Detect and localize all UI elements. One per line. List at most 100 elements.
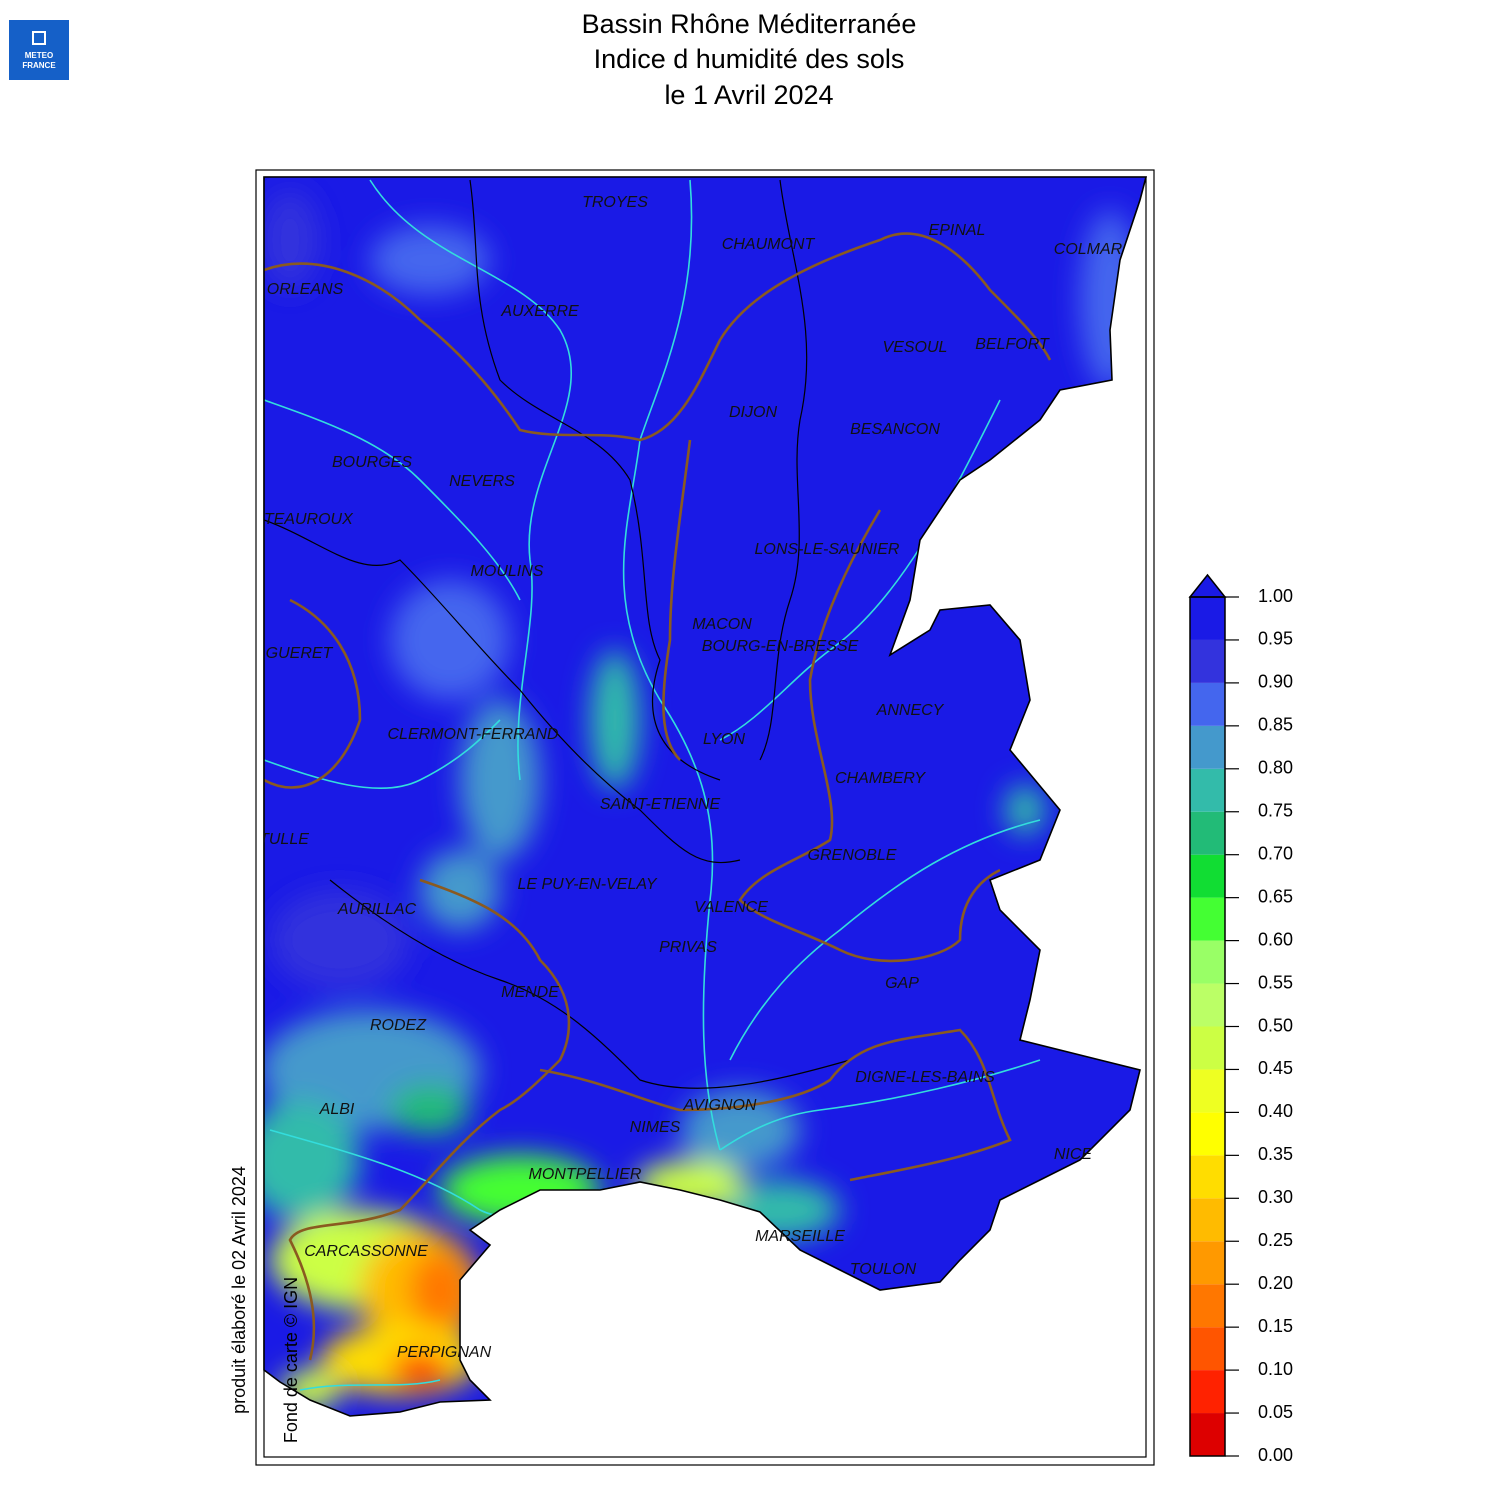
city-label: MOULINS [471, 563, 544, 580]
city-label: PERPIGNAN [397, 1344, 492, 1361]
city-label: RODEZ [370, 1017, 427, 1034]
field-patch [1005, 785, 1045, 835]
basin-borders [264, 232, 1052, 1361]
colorbar-band [1190, 768, 1225, 812]
department-border [759, 179, 808, 761]
city-label: MACON [692, 616, 752, 633]
city-label: NIMES [630, 1119, 681, 1136]
production-note: produit élaboré le 02 Avril 2024 [229, 1166, 249, 1414]
city-label: GUERET [266, 645, 334, 662]
colorbar-tick-label: 0.60 [1258, 929, 1293, 949]
colorbar-tick-label: 0.30 [1258, 1187, 1293, 1207]
city-label: MARSEILLE [755, 1228, 845, 1245]
colorbar-band [1190, 1069, 1225, 1113]
colorbar-band [1190, 682, 1225, 726]
colorbar-band [1190, 811, 1225, 855]
colorbar-tick-label: 0.80 [1258, 758, 1293, 778]
city-label: GAP [885, 975, 919, 992]
city-label: SAINT-ETIENNE [600, 796, 721, 813]
colorbar-band [1190, 854, 1225, 898]
colorbar-tick-label: 0.15 [1258, 1316, 1293, 1336]
city-label: CARCASSONNE [304, 1243, 428, 1260]
river [622, 179, 721, 1151]
colorbar-tick-label: 0.90 [1258, 672, 1293, 692]
city-label: ANNECY [876, 702, 945, 719]
city-label: VALENCE [694, 899, 768, 916]
department-border [264, 519, 741, 864]
basin-border [288, 878, 571, 1361]
logo-text: FRANCE [22, 61, 56, 70]
colorbar-tick-label: 0.05 [1258, 1402, 1293, 1422]
river [369, 179, 572, 781]
colorbar-band [1190, 1241, 1225, 1285]
map-credit: Fond de carte © IGN [281, 1277, 301, 1443]
field-patch [390, 1352, 450, 1388]
colorbar-band [1190, 597, 1225, 640]
city-label: AUXERRE [500, 303, 579, 320]
field-patch [420, 850, 500, 930]
city-label: TROYES [582, 194, 648, 211]
colorbar-band [1190, 1155, 1225, 1199]
basin-border [738, 509, 1001, 963]
field-patch [410, 1250, 470, 1330]
city-label: AURILLAC [337, 901, 417, 918]
city-label: LYON [703, 731, 746, 748]
river [264, 399, 521, 601]
departments [264, 179, 851, 1089]
city-label: ORLEANS [267, 281, 344, 298]
colorbar-tick-label: 0.35 [1258, 1144, 1293, 1164]
city-label: COLMAR [1054, 241, 1123, 258]
basin-border [264, 598, 362, 789]
river [719, 1059, 1041, 1151]
colorbar-band [1190, 1198, 1225, 1242]
title: Indice d humidité des sols [594, 44, 905, 74]
colorbar: 0.00 0.05 0.10 0.15 0.20 0.25 0.30 0.35 0.40 0.45… [1188, 573, 1293, 1465]
colorbar-band [1190, 725, 1225, 769]
city-label: GRENOBLE [808, 847, 897, 864]
colorbar-band [1190, 1370, 1225, 1414]
city-label: ALBI [319, 1101, 355, 1118]
department-border [469, 179, 721, 781]
colorbar-tick-label: 0.45 [1258, 1058, 1293, 1078]
city-label: LE PUY-EN-VELAY [517, 876, 657, 893]
colorbar-band [1190, 1112, 1225, 1156]
basin-border [539, 1028, 1012, 1182]
colorbar-tick-label: 0.25 [1258, 1230, 1293, 1250]
city-label: LONS-LE-SAUNIER [755, 541, 900, 558]
basin-border [662, 439, 692, 761]
city-label: BELFORT [975, 336, 1050, 353]
colorbar-tick-label: 0.95 [1258, 629, 1293, 649]
field-patch [370, 225, 490, 295]
logo-text: METEO [25, 51, 53, 60]
city-label: VESOUL [883, 339, 948, 356]
field-patch [460, 700, 540, 860]
colorbar-tick-label: 0.55 [1258, 972, 1293, 992]
colorbar-band [1190, 983, 1225, 1027]
city-label: DIJON [729, 404, 777, 421]
city-labels: TROYES CHAUMONT EPINAL COLMAR ORLEANS AUXERRE… [231, 194, 1123, 1361]
city-label: CLERMONT-FERRAND [388, 726, 559, 743]
city-label: CHATEAUROUX [231, 511, 354, 528]
map-frame [255, 169, 1155, 1466]
city-label: BESANCON [850, 421, 940, 438]
river [729, 819, 1041, 1061]
city-label: NEVERS [449, 473, 515, 490]
logo: METEO FRANCE [9, 20, 69, 80]
colorbar-tick-label: 0.20 [1258, 1273, 1293, 1293]
city-label: MENDE [501, 984, 559, 1001]
field-patch [270, 890, 410, 990]
colorbar-band [1190, 1026, 1225, 1070]
colorbar-tick-label: 0.70 [1258, 843, 1293, 863]
colorbar-tick-label: 1.00 [1258, 586, 1293, 606]
field-patch [264, 190, 320, 290]
city-label: AVIGNON [683, 1097, 757, 1114]
river [299, 1379, 441, 1391]
colorbar-band [1190, 639, 1225, 683]
city-label: PRIVAS [659, 939, 717, 956]
colorbar-band [1190, 940, 1225, 984]
colorbar-tick-label: 0.50 [1258, 1015, 1293, 1035]
city-label: EPINAL [929, 222, 986, 239]
city-label: TOULON [850, 1261, 917, 1278]
field-patch [390, 1085, 470, 1135]
